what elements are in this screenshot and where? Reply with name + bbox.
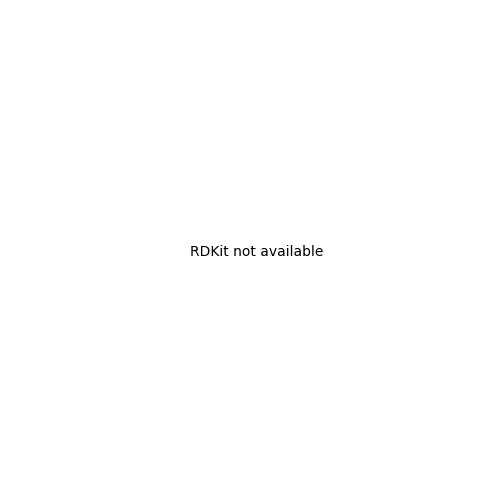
Text: RDKit not available: RDKit not available [190,246,323,260]
